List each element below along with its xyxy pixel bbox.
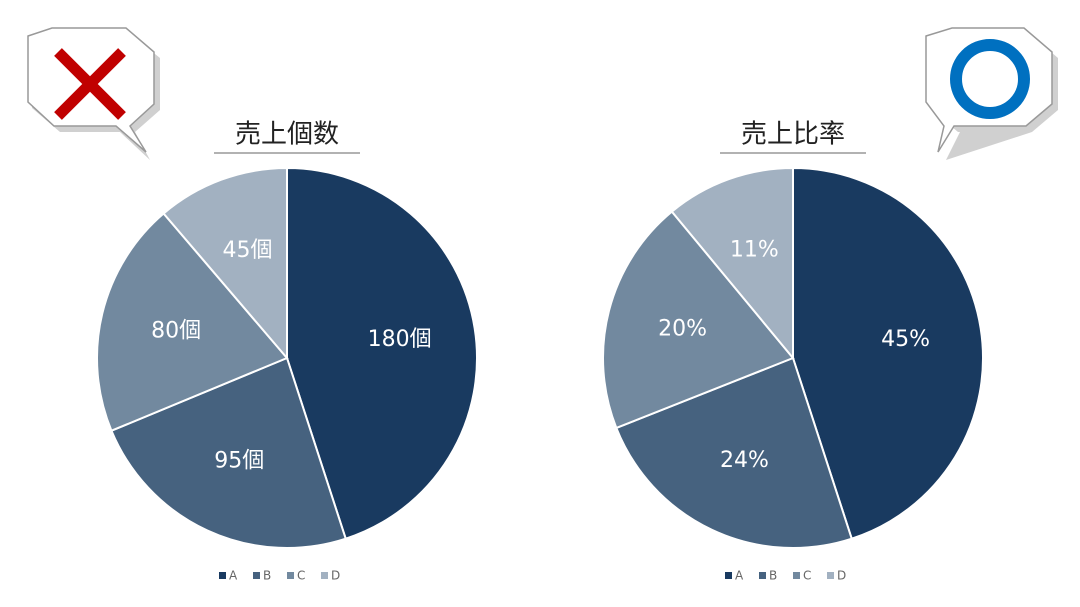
legend-swatch — [793, 572, 800, 579]
pie-slice — [162, 166, 288, 361]
legend-swatch — [219, 572, 226, 579]
data-label: 11% — [730, 238, 779, 263]
legend-label: D — [331, 569, 340, 583]
legend-label: A — [229, 569, 238, 583]
legend-label: B — [769, 569, 777, 583]
data-label: 95個 — [214, 449, 264, 474]
bad-icon — [27, 27, 160, 160]
legend-label: A — [735, 569, 744, 583]
legend-swatch — [827, 572, 834, 579]
chart-title: 売上比率 — [741, 120, 845, 150]
legend-label: D — [837, 569, 846, 583]
data-label: 24% — [720, 448, 769, 473]
pie-slice — [110, 356, 347, 549]
data-label: 80個 — [151, 318, 201, 343]
data-label: 180個 — [368, 327, 432, 352]
pie-slice — [96, 212, 289, 433]
legend-label: C — [297, 569, 305, 583]
good-icon — [925, 27, 1058, 160]
legend-swatch — [725, 572, 732, 579]
data-label: 45% — [881, 327, 930, 352]
legend-swatch — [321, 572, 328, 579]
legend-label: B — [263, 569, 271, 583]
pie-slice — [792, 166, 984, 540]
legend-swatch — [253, 572, 260, 579]
legend-swatch — [759, 572, 766, 579]
pie-slice — [602, 210, 795, 430]
pie-slice — [286, 166, 478, 540]
data-label: 20% — [658, 317, 707, 342]
pie-slice — [670, 166, 794, 361]
legend-swatch — [287, 572, 294, 579]
legend-label: C — [803, 569, 811, 583]
data-label: 45個 — [223, 238, 273, 263]
chart-title: 売上個数 — [235, 120, 339, 150]
